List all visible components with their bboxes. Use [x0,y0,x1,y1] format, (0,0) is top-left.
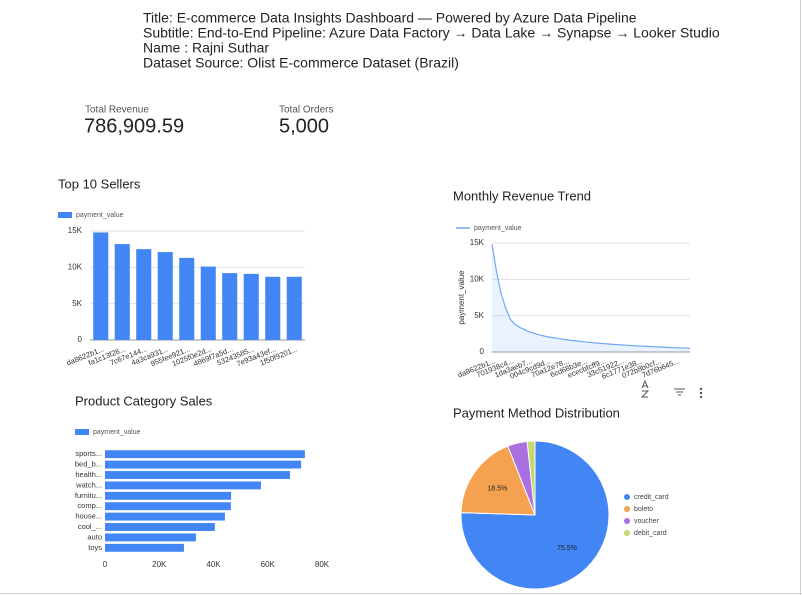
pie-slice [526,440,536,516]
x-tick-label: 80K [315,560,330,569]
pie-slice [460,445,536,516]
bar [200,266,216,340]
y-tick-label: 15K [68,226,83,235]
kpi-label: Total Revenue [85,105,149,116]
legend-swatch [58,212,72,218]
filter-glyph [674,388,685,396]
y-tick-label: 10K [68,262,83,271]
y-category-label: bed_b... [75,460,102,469]
legend-swatch [624,494,630,500]
legend-swatch [624,506,630,512]
chart-title: Top 10 Sellers [58,176,141,191]
bar [105,491,232,500]
sort-glyph [640,379,650,398]
kpi-label: Total Orders [279,105,333,116]
slice-label: 75.5% [557,545,577,552]
bar [157,252,173,340]
y-category-label: house... [75,512,102,521]
chart-toolbar [640,379,703,399]
bar [179,257,195,340]
header-line: Dataset Source: Olist E-commerce Dataset… [143,55,459,71]
header-line: Title: E-commerce Data Insights Dashboar… [143,10,637,26]
bar [105,481,261,490]
filter-icon[interactable] [674,388,685,396]
kpi-value: 786,909.59 [84,115,184,137]
bar [105,450,305,459]
y-category-label: comp... [77,501,102,510]
legend-label: debit_card [634,530,667,537]
y-category-label: furnitu... [75,491,102,500]
sort-icon[interactable] [640,379,650,398]
dot [699,387,703,391]
y-category-label: auto [87,532,102,541]
legend-swatch [624,518,630,524]
area [492,244,690,352]
slice-label: 18.5% [488,485,508,492]
x-tick-label: 60K [261,560,276,569]
bar [243,273,259,340]
bar [105,523,215,531]
y-category-label: cool_... [78,522,102,531]
y-tick-label: 0 [78,335,83,344]
dot [699,391,703,395]
x-tick-label: 0 [103,560,108,569]
bar [105,533,196,542]
more-icon[interactable] [699,387,703,399]
legend-label: credit_card [634,494,669,501]
legend-swatch [75,429,89,435]
header: Title: E-commerce Data Insights Dashboar… [143,10,720,71]
x-tick-label: 20K [152,560,167,569]
x-tick-label: 40K [206,560,221,569]
chart-title: Monthly Revenue Trend [453,188,591,203]
bar [105,471,290,479]
y-tick-label: 5K [474,311,484,320]
bar [136,249,152,340]
y-category-label: sports... [75,449,102,458]
x-tick-label: 7d76b645... [641,356,681,379]
legend-label: payment_value [474,225,522,232]
kpi-value: 5,000 [279,115,329,137]
bar [286,276,302,340]
chart-title: Payment Method Distribution [453,405,620,420]
bar [265,276,281,340]
bar [93,232,109,340]
bar [105,512,225,521]
legend-label: payment_value [76,212,124,219]
chart-title: Product Category Sales [75,393,213,408]
y-category-label: toys [88,543,102,552]
bar [105,502,231,511]
legend-label: boleto [634,506,653,513]
header-line: Name : Rajni Suthar [143,40,269,56]
legend-swatch [624,530,630,536]
bar [222,273,238,340]
y-axis-label: payment_value [457,270,466,325]
bar [105,543,184,552]
y-tick-label: 0 [480,347,485,356]
dot [699,395,703,399]
y-tick-label: 10K [470,274,485,283]
y-category-label: health... [75,470,102,479]
legend-label: payment_value [93,429,141,436]
bar [114,244,130,340]
legend-label: voucher [634,518,660,525]
y-tick-label: 5K [72,299,82,308]
line [491,244,691,349]
header-line: Subtitle: End-to-End Pipeline: Azure Dat… [143,25,720,41]
y-tick-label: 15K [470,238,485,247]
y-category-label: watch... [75,480,102,489]
bar [105,460,302,469]
